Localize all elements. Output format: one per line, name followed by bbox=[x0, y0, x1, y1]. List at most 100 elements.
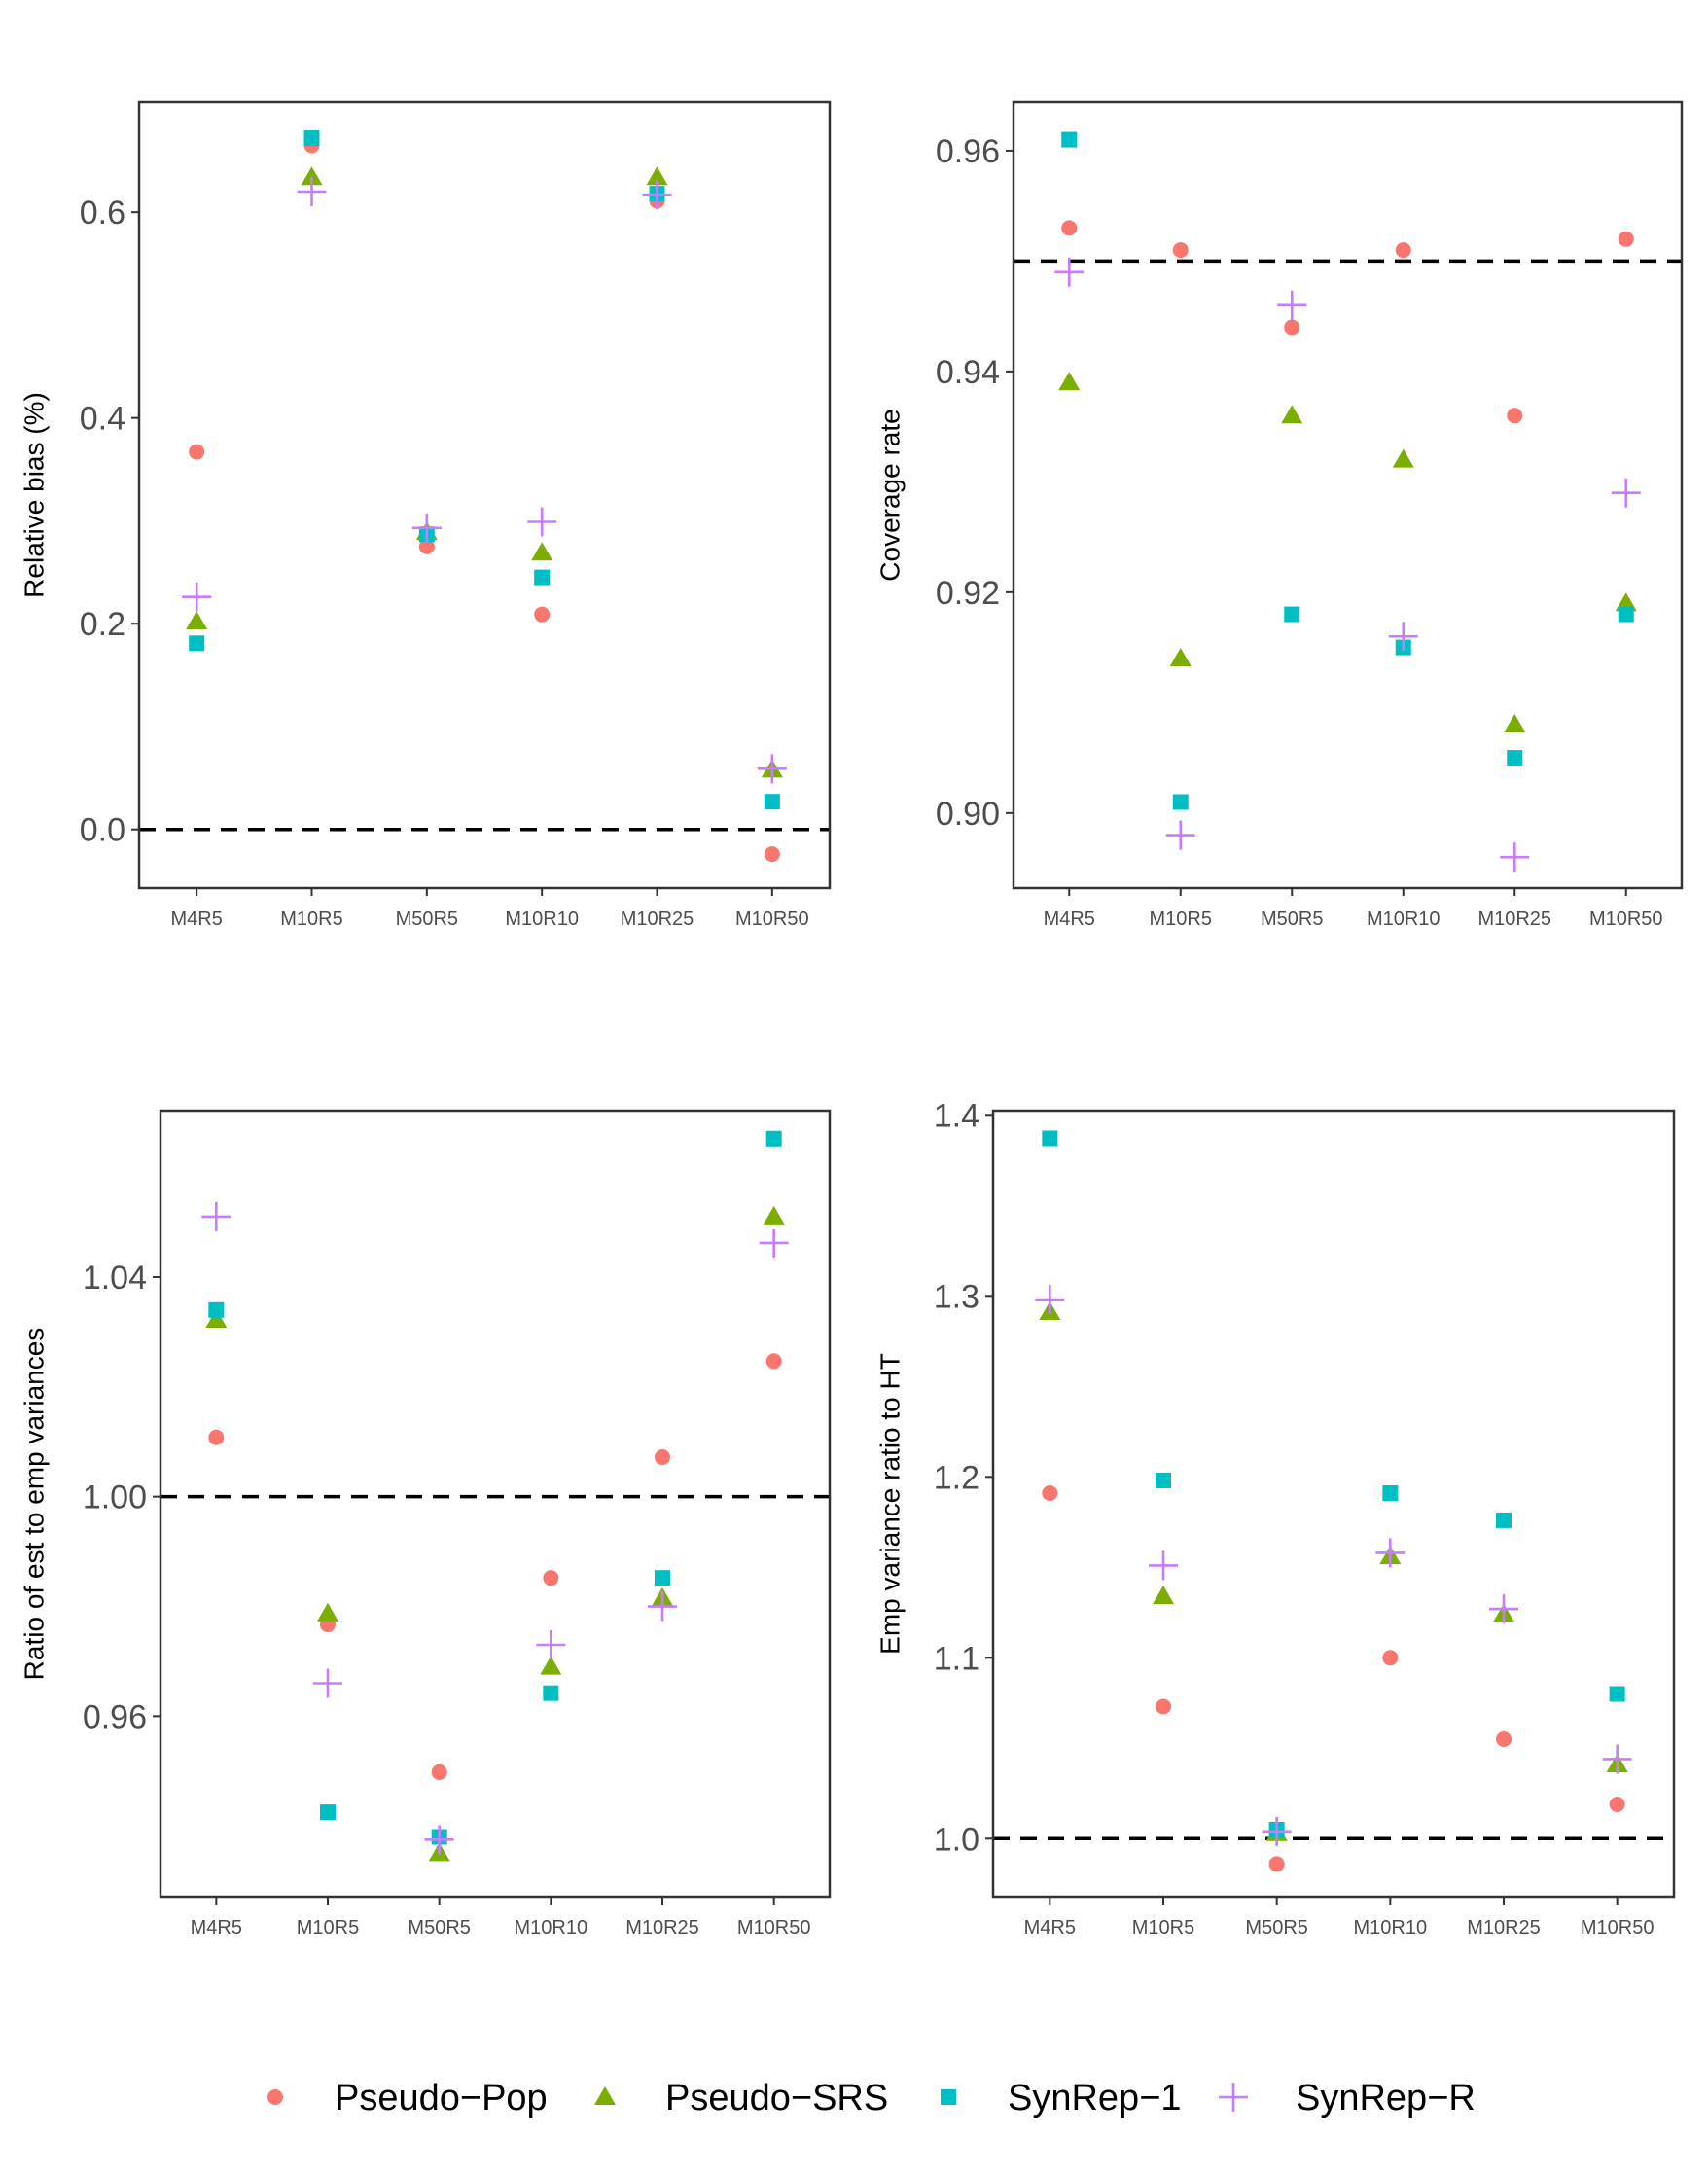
panels: 0.0 0.2 0.4 0.6 M4R5 M10R5 M50R5 M10R10 M10R25 M1… bbox=[18, 100, 1684, 1939]
point-pseudo_pop bbox=[1496, 1730, 1512, 1747]
y-tick-label: 1.00 bbox=[83, 1479, 147, 1516]
panel-3: 0.96 1.00 1.04 M4R5 M10R5 M50R5 M10R10 M10R25 M1… bbox=[18, 1109, 832, 1939]
x-tick-label: M50R5 bbox=[1261, 909, 1323, 930]
point-pseudo_pop bbox=[764, 846, 780, 863]
point-pseudo_pop bbox=[1609, 1796, 1625, 1812]
x-tick-label: M10R10 bbox=[505, 909, 579, 930]
point-pseudo_pop bbox=[1172, 242, 1189, 259]
x-tick-label: M10R50 bbox=[737, 1917, 811, 1939]
point-pseudo_srs bbox=[763, 1205, 785, 1225]
point-pseudo_pop bbox=[1284, 319, 1300, 336]
point-synrep_r bbox=[536, 1630, 566, 1660]
legend-item-synrep_r: SynRep−R bbox=[1219, 2078, 1476, 2119]
point-pseudo_srs bbox=[1392, 448, 1414, 468]
y-axis-label: Coverage rate bbox=[874, 409, 905, 581]
point-pseudo_srs bbox=[1058, 372, 1081, 391]
point-synrep_1 bbox=[1382, 1485, 1399, 1502]
x-tick-label: M10R50 bbox=[735, 909, 809, 930]
point-pseudo_pop bbox=[534, 606, 551, 623]
point-synrep_1 bbox=[1284, 606, 1300, 623]
y-tick-label: 0.96 bbox=[83, 1698, 147, 1735]
point-synrep_1 bbox=[534, 569, 551, 586]
y-tick-label: 1.04 bbox=[83, 1260, 147, 1297]
x-tick-label: M50R5 bbox=[1245, 1917, 1307, 1939]
legend-label: SynRep−1 bbox=[1008, 2078, 1182, 2119]
point-pseudo_pop bbox=[1395, 242, 1411, 259]
point-synrep_1 bbox=[765, 1130, 782, 1147]
x-tick-label: M10R25 bbox=[1467, 1917, 1541, 1939]
point-pseudo_pop bbox=[765, 1353, 782, 1370]
panel-4: 1.0 1.1 1.2 1.3 1.4 M4R5 M10R5 M50R5 M10R10 M10R2… bbox=[874, 1097, 1676, 1939]
point-synrep_1 bbox=[1609, 1686, 1625, 1702]
data-points bbox=[1035, 1130, 1632, 1872]
point-synrep_1 bbox=[1496, 1512, 1512, 1528]
point-pseudo_pop bbox=[431, 1764, 447, 1780]
point-pseudo_pop bbox=[189, 444, 205, 460]
y-tick-label: 1.2 bbox=[934, 1459, 979, 1496]
x-tick-label: M10R10 bbox=[1354, 1917, 1428, 1939]
legend: Pseudo−Pop Pseudo−SRS SynRep−1 SynRep−R bbox=[267, 2078, 1476, 2119]
point-pseudo_srs bbox=[1615, 592, 1637, 612]
legend-marker-triangle bbox=[594, 2086, 616, 2105]
legend-marker-plus bbox=[1219, 2083, 1248, 2112]
point-pseudo_pop bbox=[1042, 1485, 1058, 1502]
x-tick-label: M10R10 bbox=[1367, 909, 1441, 930]
point-pseudo_srs bbox=[531, 542, 553, 561]
data-points bbox=[182, 130, 787, 863]
point-synrep_r bbox=[1388, 622, 1418, 652]
point-synrep_r bbox=[1035, 1285, 1065, 1314]
point-synrep_1 bbox=[1042, 1130, 1058, 1147]
data-points bbox=[201, 1130, 789, 1862]
y-tick-label: 0.2 bbox=[80, 606, 125, 643]
point-synrep_r bbox=[757, 754, 787, 784]
point-pseudo_srs bbox=[1169, 647, 1192, 666]
x-tick-label: M10R25 bbox=[625, 1917, 699, 1939]
point-synrep_r bbox=[648, 1591, 677, 1622]
point-pseudo_srs bbox=[317, 1602, 338, 1622]
point-pseudo_srs bbox=[1504, 714, 1526, 733]
y-tick-label: 0.4 bbox=[80, 401, 125, 438]
point-pseudo_srs bbox=[646, 166, 668, 186]
point-synrep_1 bbox=[208, 1301, 225, 1318]
y-tick-label: 0.0 bbox=[80, 812, 125, 849]
point-synrep_r bbox=[1489, 1594, 1518, 1624]
point-pseudo_pop bbox=[1156, 1698, 1171, 1715]
point-pseudo_pop bbox=[208, 1429, 225, 1445]
y-tick-label: 1.4 bbox=[934, 1097, 979, 1134]
point-synrep_r bbox=[201, 1201, 231, 1231]
y-tick-label: 0.90 bbox=[936, 796, 1000, 833]
x-tick-label: M4R5 bbox=[170, 909, 222, 930]
point-pseudo_srs bbox=[301, 166, 323, 186]
panel-border bbox=[991, 1109, 1676, 1899]
point-pseudo_pop bbox=[1268, 1856, 1285, 1872]
point-pseudo_pop bbox=[543, 1570, 559, 1586]
x-tick-label: M10R5 bbox=[1132, 1917, 1194, 1939]
point-synrep_1 bbox=[1507, 750, 1523, 766]
y-axis-label: Emp variance ratio to HT bbox=[874, 1353, 905, 1655]
x-tick-label: M10R50 bbox=[1581, 1917, 1655, 1939]
point-synrep_1 bbox=[1618, 606, 1634, 623]
point-pseudo_pop bbox=[1507, 408, 1523, 424]
panel-1: 0.0 0.2 0.4 0.6 M4R5 M10R5 M50R5 M10R10 M10R25 M1… bbox=[18, 100, 832, 930]
point-pseudo_pop bbox=[1061, 220, 1078, 236]
point-synrep_r bbox=[1277, 290, 1307, 320]
point-pseudo_srs bbox=[1153, 1586, 1174, 1605]
panel-border bbox=[1012, 100, 1684, 890]
y-tick-label: 1.3 bbox=[934, 1278, 979, 1315]
point-synrep_1 bbox=[189, 635, 205, 652]
point-synrep_r bbox=[527, 507, 557, 537]
point-synrep_r bbox=[1500, 842, 1530, 873]
point-pseudo_srs bbox=[1281, 405, 1303, 424]
point-synrep_r bbox=[1165, 820, 1195, 850]
point-synrep_1 bbox=[303, 130, 320, 147]
y-tick-label: 1.1 bbox=[934, 1640, 979, 1677]
point-pseudo_pop bbox=[1618, 231, 1634, 247]
point-synrep_r bbox=[1611, 478, 1641, 508]
x-tick-label: M10R5 bbox=[1150, 909, 1212, 930]
point-synrep_1 bbox=[764, 794, 780, 810]
legend-label: Pseudo−Pop bbox=[335, 2078, 548, 2119]
point-pseudo_srs bbox=[540, 1656, 562, 1675]
point-synrep_r bbox=[642, 180, 672, 210]
point-synrep_1 bbox=[655, 1570, 670, 1586]
